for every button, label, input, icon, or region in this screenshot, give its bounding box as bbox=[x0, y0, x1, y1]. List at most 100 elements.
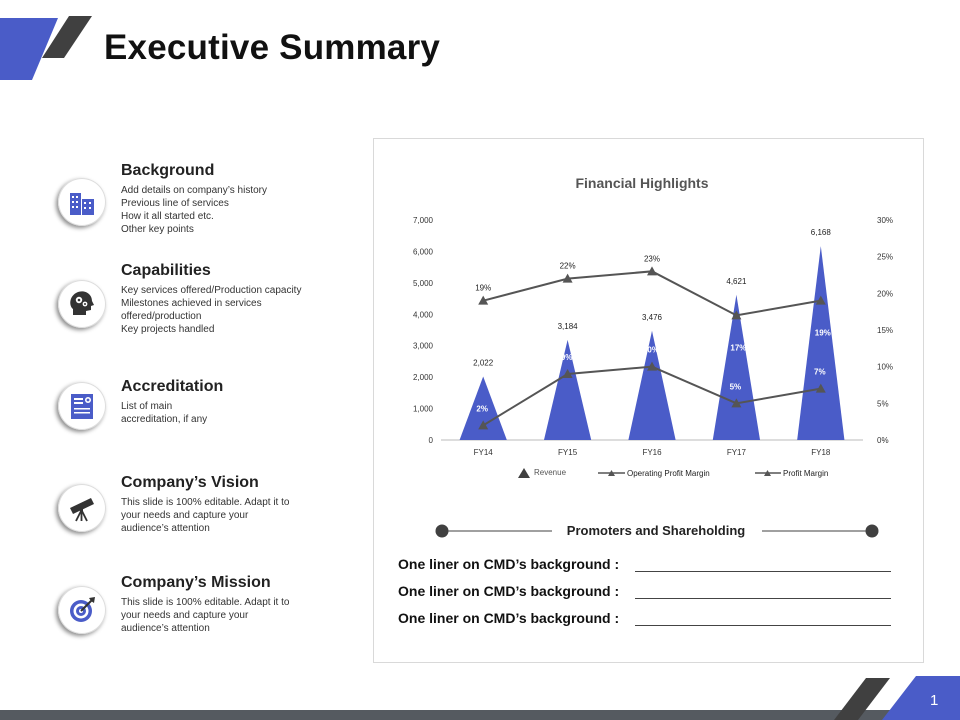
section-accreditation: Accreditation List of main accreditation… bbox=[121, 378, 341, 426]
legend-operating-label: Operating Profit Margin bbox=[627, 469, 710, 478]
section-line: Key services offered/Production capacity bbox=[121, 285, 302, 296]
page-number: 1 bbox=[930, 692, 939, 709]
section-capabilities: Capabilities Key services offered/Produc… bbox=[121, 262, 341, 336]
revenue-data-label: 2,022 bbox=[473, 358, 494, 367]
operating-margin-point bbox=[731, 398, 742, 408]
section-line: Add details on company’s history bbox=[121, 185, 268, 196]
section-title: Background bbox=[121, 162, 215, 179]
section-vision: Company’s Vision This slide is 100% edit… bbox=[121, 474, 341, 535]
profit-margin-label: 19% bbox=[815, 329, 831, 338]
operating-margin-point bbox=[478, 420, 489, 430]
section-title: Company’s Vision bbox=[121, 474, 259, 491]
y-left-tick-label: 4,000 bbox=[413, 310, 434, 319]
y-right-tick-label: 15% bbox=[877, 326, 893, 335]
x-tick-label: FY15 bbox=[558, 448, 578, 457]
y-right-tick-label: 10% bbox=[877, 363, 893, 372]
revenue-data-label: 3,476 bbox=[642, 313, 663, 322]
x-tick-label: FY18 bbox=[811, 448, 831, 457]
profit-margin-point bbox=[647, 266, 657, 276]
promoter-line-blank bbox=[635, 616, 891, 626]
section-line: Key projects handled bbox=[121, 324, 215, 335]
promoter-line: One liner on CMD’s background : bbox=[398, 610, 891, 626]
operating-margin-label: 9% bbox=[561, 353, 573, 362]
section-body: Add details on company’s history Previou… bbox=[121, 184, 341, 236]
promoter-line: One liner on CMD’s background : bbox=[398, 556, 891, 572]
legend-revenue-label: Revenue bbox=[534, 468, 567, 477]
y-left-tick-label: 6,000 bbox=[413, 247, 434, 256]
revenue-data-label: 4,621 bbox=[726, 277, 747, 286]
revenue-triangle bbox=[628, 330, 676, 440]
section-body: This slide is 100% editable. Adapt it to… bbox=[121, 596, 341, 635]
revenue-triangle bbox=[459, 376, 507, 440]
head-gears-icon bbox=[58, 280, 106, 328]
section-mission: Company’s Mission This slide is 100% edi… bbox=[121, 574, 341, 635]
revenue-triangle bbox=[712, 294, 761, 440]
y-left-tick-label: 1,000 bbox=[413, 405, 434, 414]
y-right-tick-label: 20% bbox=[877, 289, 893, 298]
y-left-tick-label: 7,000 bbox=[413, 216, 434, 225]
telescope-icon bbox=[58, 484, 106, 532]
promoter-line: One liner on CMD’s background : bbox=[398, 583, 891, 599]
y-right-tick-label: 30% bbox=[877, 216, 893, 225]
operating-margin-label: 7% bbox=[814, 368, 826, 377]
section-line: List of main bbox=[121, 401, 173, 412]
section-title: Capabilities bbox=[121, 262, 211, 279]
section-title: Company’s Mission bbox=[121, 574, 271, 591]
promoter-line-blank bbox=[635, 589, 891, 599]
y-right-tick-label: 5% bbox=[877, 399, 889, 408]
section-line: Previous line of services bbox=[121, 198, 229, 209]
legend-revenue-marker bbox=[518, 468, 530, 478]
section-line: This slide is 100% editable. Adapt it to bbox=[121, 497, 290, 508]
section-body: Key services offered/Production capacity… bbox=[121, 284, 341, 336]
section-line: This slide is 100% editable. Adapt it to bbox=[121, 597, 290, 608]
operating-margin-label: 5% bbox=[730, 382, 742, 391]
operating-margin-point bbox=[647, 361, 657, 371]
legend-profit-marker bbox=[764, 470, 771, 476]
y-left-tick-label: 2,000 bbox=[413, 373, 434, 382]
profit-margin-line bbox=[482, 270, 821, 317]
revenue-triangle bbox=[797, 246, 845, 440]
profit-margin-point bbox=[562, 273, 573, 283]
footer-bar bbox=[0, 710, 960, 720]
promoter-line-label: One liner on CMD’s background : bbox=[398, 556, 620, 572]
promoter-line-label: One liner on CMD’s background : bbox=[398, 583, 620, 599]
legend-operating-marker bbox=[608, 470, 615, 476]
x-tick-label: FY17 bbox=[727, 448, 747, 457]
section-line: How it all started etc. bbox=[121, 211, 214, 222]
y-left-tick-label: 0 bbox=[429, 436, 434, 445]
financial-chart: Financial Highlights 0 1,000 2,000 3,000 4,00… bbox=[413, 175, 893, 478]
building-icon bbox=[58, 178, 106, 226]
operating-margin-point bbox=[562, 369, 573, 378]
y-left-tick-label: 3,000 bbox=[413, 342, 434, 351]
section-line: Other key points bbox=[121, 224, 194, 235]
section-line: Milestones achieved in services bbox=[121, 298, 262, 309]
y-right-tick-label: 25% bbox=[877, 253, 893, 262]
footer-decoration bbox=[834, 676, 960, 720]
promoters-heading: Promoters and Shareholding bbox=[566, 523, 746, 538]
promoter-line-label: One liner on CMD’s background : bbox=[398, 610, 620, 626]
section-line: accreditation, if any bbox=[121, 414, 208, 425]
x-tick-label: FY14 bbox=[474, 448, 494, 457]
promoters-divider bbox=[435, 524, 879, 538]
section-body: List of main accreditation, if any bbox=[121, 400, 341, 426]
profit-margin-point bbox=[815, 295, 826, 305]
section-background: Background Add details on company’s hist… bbox=[121, 162, 341, 236]
section-line: audience’s attention bbox=[121, 623, 210, 634]
profit-margin-point bbox=[731, 310, 742, 320]
revenue-data-label: 6,168 bbox=[811, 228, 832, 237]
section-body: This slide is 100% editable. Adapt it to… bbox=[121, 496, 341, 535]
y-right-tick-label: 0% bbox=[877, 436, 889, 445]
section-line: your needs and capture your bbox=[121, 510, 249, 521]
section-title: Accreditation bbox=[121, 378, 224, 395]
certificate-icon bbox=[58, 382, 106, 430]
section-line: offered/production bbox=[121, 311, 202, 322]
section-line: audience’s attention bbox=[121, 523, 210, 534]
x-tick-label: FY16 bbox=[642, 448, 662, 457]
header-decoration bbox=[0, 16, 92, 80]
promoter-line-blank bbox=[635, 562, 891, 572]
chart-title: Financial Highlights bbox=[575, 175, 708, 191]
operating-margin-point bbox=[815, 383, 826, 393]
target-icon bbox=[58, 586, 106, 634]
operating-margin-label: 10% bbox=[643, 346, 659, 355]
profit-margin-label: 22% bbox=[560, 262, 576, 271]
